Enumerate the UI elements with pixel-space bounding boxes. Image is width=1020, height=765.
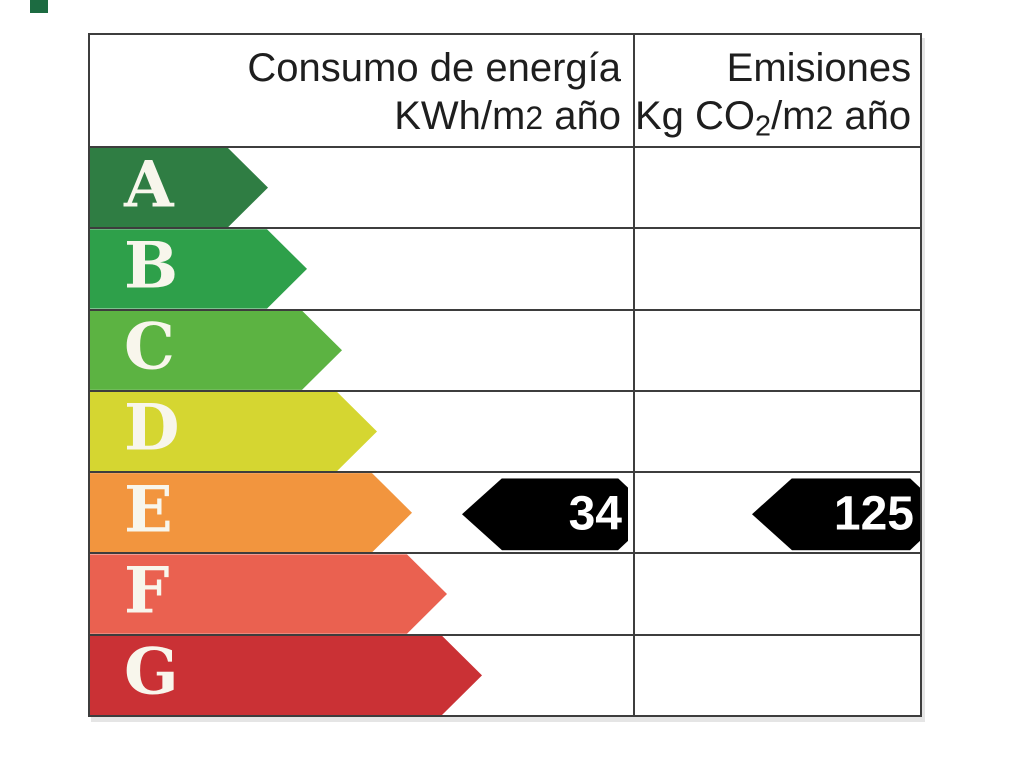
consumption-header-unit: KWh/m2 año	[394, 94, 621, 138]
rating-letter-b: B	[124, 228, 179, 304]
rating-row-d: D	[90, 391, 920, 474]
consumption-header-title: Consumo de energía	[247, 46, 621, 90]
rating-row-f: F	[90, 554, 920, 636]
rating-letter-c: C	[124, 309, 175, 385]
consumption-column-header: Consumo de energía KWh/m2 año	[90, 35, 633, 146]
rating-bar-c: C	[90, 311, 342, 390]
rating-letter-g: G	[124, 634, 179, 710]
rating-row-b: B	[90, 229, 920, 311]
rating-bar-g: G	[90, 636, 482, 715]
rating-bar-b: B	[90, 229, 307, 308]
rating-row-e: E 34 125	[90, 473, 920, 555]
rating-row-g: G	[90, 635, 920, 715]
corner-artifact	[30, 0, 48, 13]
consumption-value-arrow: 34	[462, 478, 628, 550]
emissions-column-header: Emisiones Kg CO2/m2 año	[633, 35, 921, 146]
column-divider	[633, 35, 635, 715]
rating-bar-f: F	[90, 554, 447, 633]
rating-letter-a: A	[124, 147, 174, 223]
emissions-header-title: Emisiones	[726, 46, 912, 90]
rating-row-c: C	[90, 310, 920, 392]
rating-letter-e: E	[124, 472, 173, 548]
rating-bar-d: D	[90, 392, 377, 471]
energy-certificate-table: Consumo de energía KWh/m2 año Emisiones …	[88, 33, 922, 717]
emissions-header-unit: Kg CO2/m2 año	[635, 94, 912, 143]
rating-letter-d: D	[124, 390, 180, 466]
rating-bar-a: A	[90, 148, 268, 227]
table-header: Consumo de energía KWh/m2 año Emisiones …	[90, 35, 920, 148]
rating-letter-f: F	[124, 553, 170, 629]
emissions-value: 125	[833, 487, 914, 541]
rating-rows: A B C D E 34 125 F G	[90, 148, 920, 715]
rating-row-a: A	[90, 148, 920, 230]
rating-bar-e: E	[90, 473, 412, 552]
consumption-value: 34	[568, 487, 622, 541]
emissions-value-arrow: 125	[752, 478, 920, 550]
